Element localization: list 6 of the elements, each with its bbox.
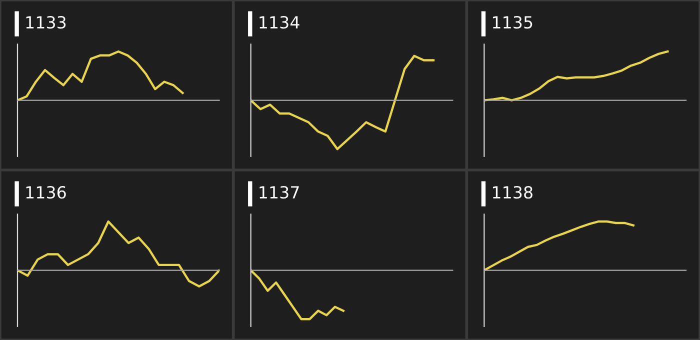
chart-title: 1134 — [260, 16, 300, 29]
chart-title: 1135 — [492, 16, 532, 29]
chart-title: 1137 — [260, 186, 299, 199]
chart-title: 1136 — [26, 186, 66, 199]
chart-title: 1138 — [492, 186, 532, 199]
chart-title: 1133 — [26, 16, 66, 29]
